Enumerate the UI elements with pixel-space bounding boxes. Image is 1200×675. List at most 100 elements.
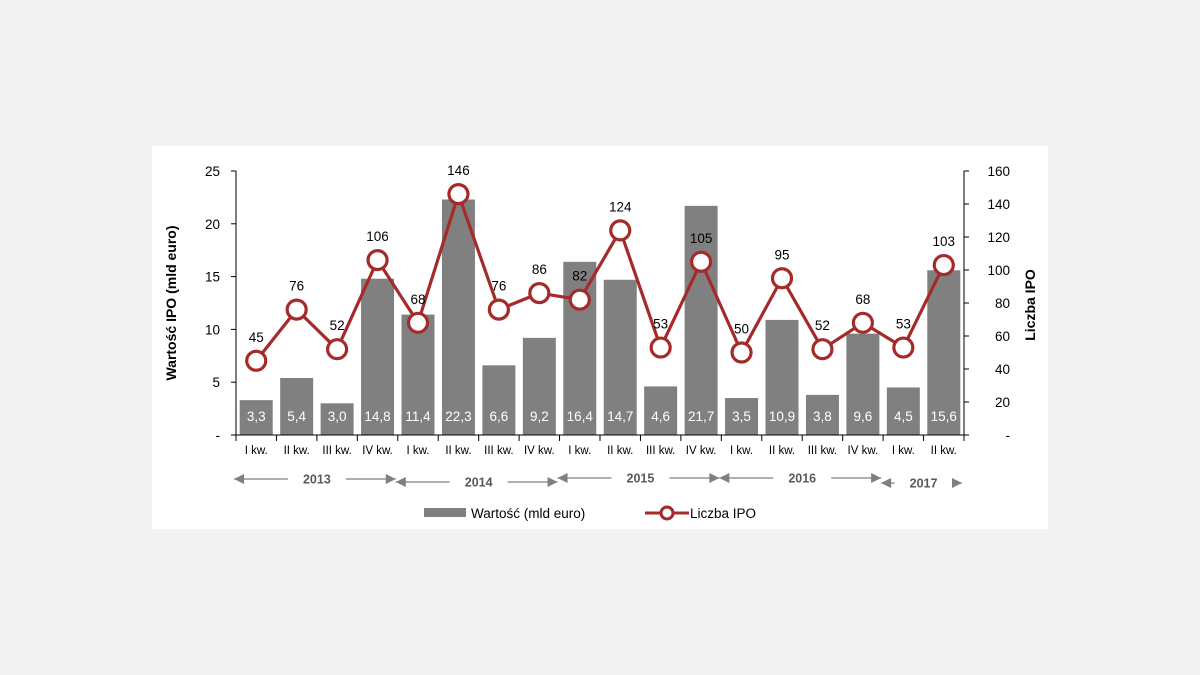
bar-data-label: 14,7 (607, 409, 633, 424)
bar-data-label: 11,4 (405, 409, 431, 424)
y-right-tick-label: 80 (995, 296, 1010, 311)
bar-data-label: 22,3 (445, 409, 471, 424)
year-arrow-head (881, 478, 892, 488)
year-arrow-head (871, 473, 882, 483)
line-point (406, 311, 430, 334)
y-right-title: Liczba IPO (1022, 269, 1038, 341)
bar (361, 278, 395, 435)
line-point-label: 124 (609, 199, 632, 214)
bar (684, 205, 718, 435)
bar (603, 279, 637, 435)
line-point (487, 298, 510, 321)
line-point (770, 267, 794, 290)
bar-data-label: 3,3 (247, 409, 266, 424)
line-point-label: 68 (410, 292, 425, 307)
year-label: 2017 (910, 477, 938, 491)
line-point-label: 53 (653, 317, 668, 332)
line-point-label: 76 (491, 279, 506, 294)
bar (886, 387, 920, 435)
line-point (285, 298, 308, 321)
bar-data-label: 5,4 (287, 409, 306, 424)
year-label: 2016 (788, 472, 816, 486)
year-arrow-head (395, 477, 406, 487)
line-point (851, 311, 874, 334)
bar (765, 319, 799, 435)
bar (927, 270, 961, 435)
bar (644, 386, 678, 435)
legend-bar-swatch (424, 508, 466, 517)
y-right-tick-label: 120 (987, 230, 1010, 245)
bar (846, 333, 880, 435)
category-label: I kw. (892, 445, 915, 457)
category-label: II kw. (931, 445, 957, 457)
line-series-path (254, 192, 946, 362)
line-point-label: 106 (366, 229, 389, 244)
line-point-label: 86 (532, 262, 547, 277)
bar-data-label: 4,5 (894, 409, 913, 424)
line-point (609, 219, 632, 242)
legend-bar-label: Wartość (mld euro) (471, 506, 585, 521)
line-point (811, 338, 834, 361)
bar (280, 377, 314, 435)
line-point (649, 336, 672, 359)
category-label: II kw. (284, 445, 310, 457)
legend-line-label: Liczba IPO (690, 506, 756, 521)
year-arrow-head (709, 473, 720, 483)
line-point (245, 349, 268, 372)
line-point-label: 146 (447, 163, 470, 178)
bar-data-label: 6,6 (489, 409, 508, 424)
bar (725, 398, 759, 435)
category-label: IV kw. (848, 445, 879, 457)
category-label: II kw. (607, 445, 633, 457)
year-arrow-head (234, 474, 244, 484)
category-label: III kw. (322, 445, 351, 457)
y-right-tick-label: 160 (987, 164, 1010, 179)
line-point (447, 182, 470, 206)
bar-data-label: 3,5 (732, 409, 751, 424)
y-right-tick-label: 40 (995, 362, 1010, 377)
y-right-tick-label: 60 (995, 329, 1010, 344)
line-point-label: 52 (815, 318, 830, 333)
line-point (932, 253, 955, 277)
bar-data-label: 3,8 (813, 409, 832, 424)
line-point (690, 250, 713, 273)
bar-data-label: 15,6 (931, 409, 957, 424)
line-point-label: 105 (690, 231, 713, 246)
category-label: I kw. (568, 445, 591, 457)
line-point (326, 338, 349, 361)
y-right-tick-label: 140 (987, 197, 1010, 212)
line-point-label: 68 (855, 292, 870, 307)
y-right-tick-label: 20 (995, 395, 1010, 410)
year-arrow-head (385, 474, 396, 484)
bar-data-label: 10,9 (769, 409, 795, 424)
bar (401, 314, 435, 435)
year-label: 2015 (627, 472, 655, 486)
bar (441, 199, 475, 435)
bar-data-label: 14,8 (364, 409, 390, 424)
category-label: I kw. (730, 445, 753, 457)
line-point (730, 341, 753, 364)
year-label: 2013 (303, 473, 331, 487)
bar-data-label: 3,0 (328, 409, 347, 424)
category-label: I kw. (406, 445, 429, 457)
bar (522, 337, 556, 435)
line-point-label: 82 (572, 269, 587, 284)
y-left-tick-label: 15 (205, 270, 220, 285)
bar-data-label: 21,7 (688, 409, 714, 424)
line-point-label: 53 (896, 317, 911, 332)
year-arrow-head (719, 473, 730, 483)
line-point-label: 45 (249, 330, 264, 345)
year-label: 2014 (465, 476, 493, 490)
chart-card: - 5 10 15 20 25 - 20 40 60 80 100 120 140 160 Wartość I… (152, 146, 1048, 529)
category-label: I kw. (245, 445, 268, 457)
line-point-label: 76 (289, 279, 304, 294)
line-point (568, 288, 591, 311)
y-right-tick-label: 100 (987, 263, 1010, 278)
category-label: II kw. (769, 445, 795, 457)
line-point (892, 336, 915, 359)
category-label: IV kw. (686, 445, 717, 457)
bar-data-label: 9,6 (853, 409, 872, 424)
bar (320, 403, 354, 435)
bar (805, 394, 839, 435)
category-label: IV kw. (362, 445, 393, 457)
